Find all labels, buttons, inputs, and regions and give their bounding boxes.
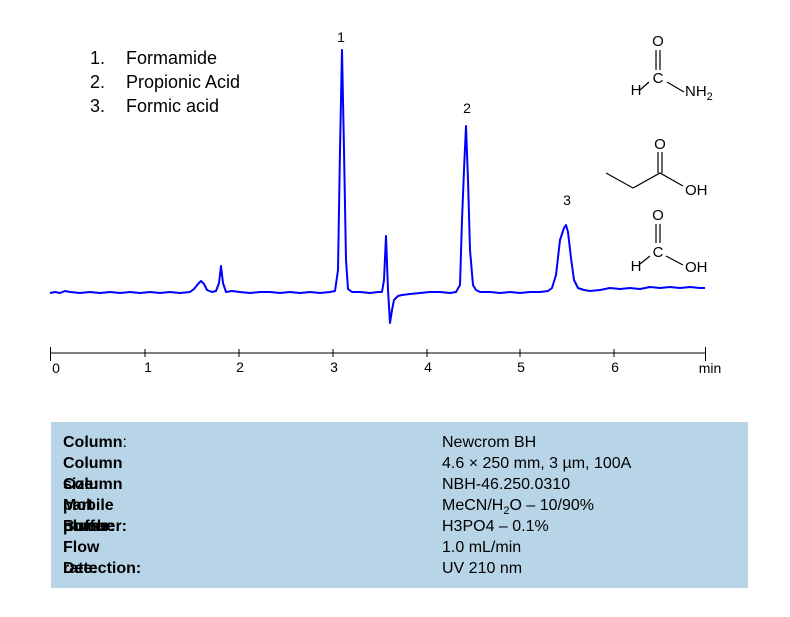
svg-text:O: O (654, 136, 666, 153)
legend-item-name: Formic acid (126, 96, 220, 116)
legend-item: 2. Propionic Acid (90, 72, 241, 92)
chromatogram-trace (49, 49, 705, 324)
propionic-acid-structure: O OH (605, 136, 708, 199)
peak-legend: 1. Formamide 2. Propionic Acid 3. Formic… (90, 46, 240, 118)
legend-item: 3. Formic acid (90, 96, 220, 116)
svg-text:O: O (652, 33, 664, 50)
tick-label: 0 (52, 360, 60, 376)
legend-item-name: Formamide (126, 48, 218, 68)
tick-label: 3 (330, 359, 338, 375)
x-axis-unit: min (699, 360, 722, 376)
tick-label: 2 (236, 359, 244, 375)
tick-label: 6 (611, 359, 619, 375)
svg-text:H: H (631, 258, 642, 275)
svg-text:NH2: NH2 (685, 83, 713, 103)
svg-text:C: C (653, 70, 664, 87)
formic-acid-structure: O C H OH (631, 207, 708, 276)
formamide-structure: O C H NH2 (631, 33, 713, 103)
svg-text:C: C (653, 244, 664, 261)
svg-text:O: O (652, 207, 664, 224)
svg-text:OH: OH (685, 259, 708, 276)
peak-label-3: 3 (563, 192, 571, 208)
tick-label: 5 (517, 359, 525, 375)
svg-text:OH: OH (685, 182, 708, 199)
chromatogram-chart: 0 1 2 3 4 5 6 min 1 2 3 O C H NH2 O OH O (49, 29, 721, 376)
legend-item: 1. Formamide (90, 48, 218, 68)
legend-item-name: Propionic Acid (126, 72, 241, 92)
svg-text:H: H (631, 82, 642, 99)
conditions-panel: Column: Newcrom BH Column size: 4.6 × 25… (51, 422, 748, 588)
peak-label-2: 2 (463, 100, 471, 116)
tick-label: 1 (144, 359, 152, 375)
peak-label-1: 1 (337, 29, 345, 45)
x-axis-tick-labels: 0 1 2 3 4 5 6 min (52, 359, 721, 376)
tick-label: 4 (424, 359, 432, 375)
x-axis-ticks (50, 347, 706, 361)
